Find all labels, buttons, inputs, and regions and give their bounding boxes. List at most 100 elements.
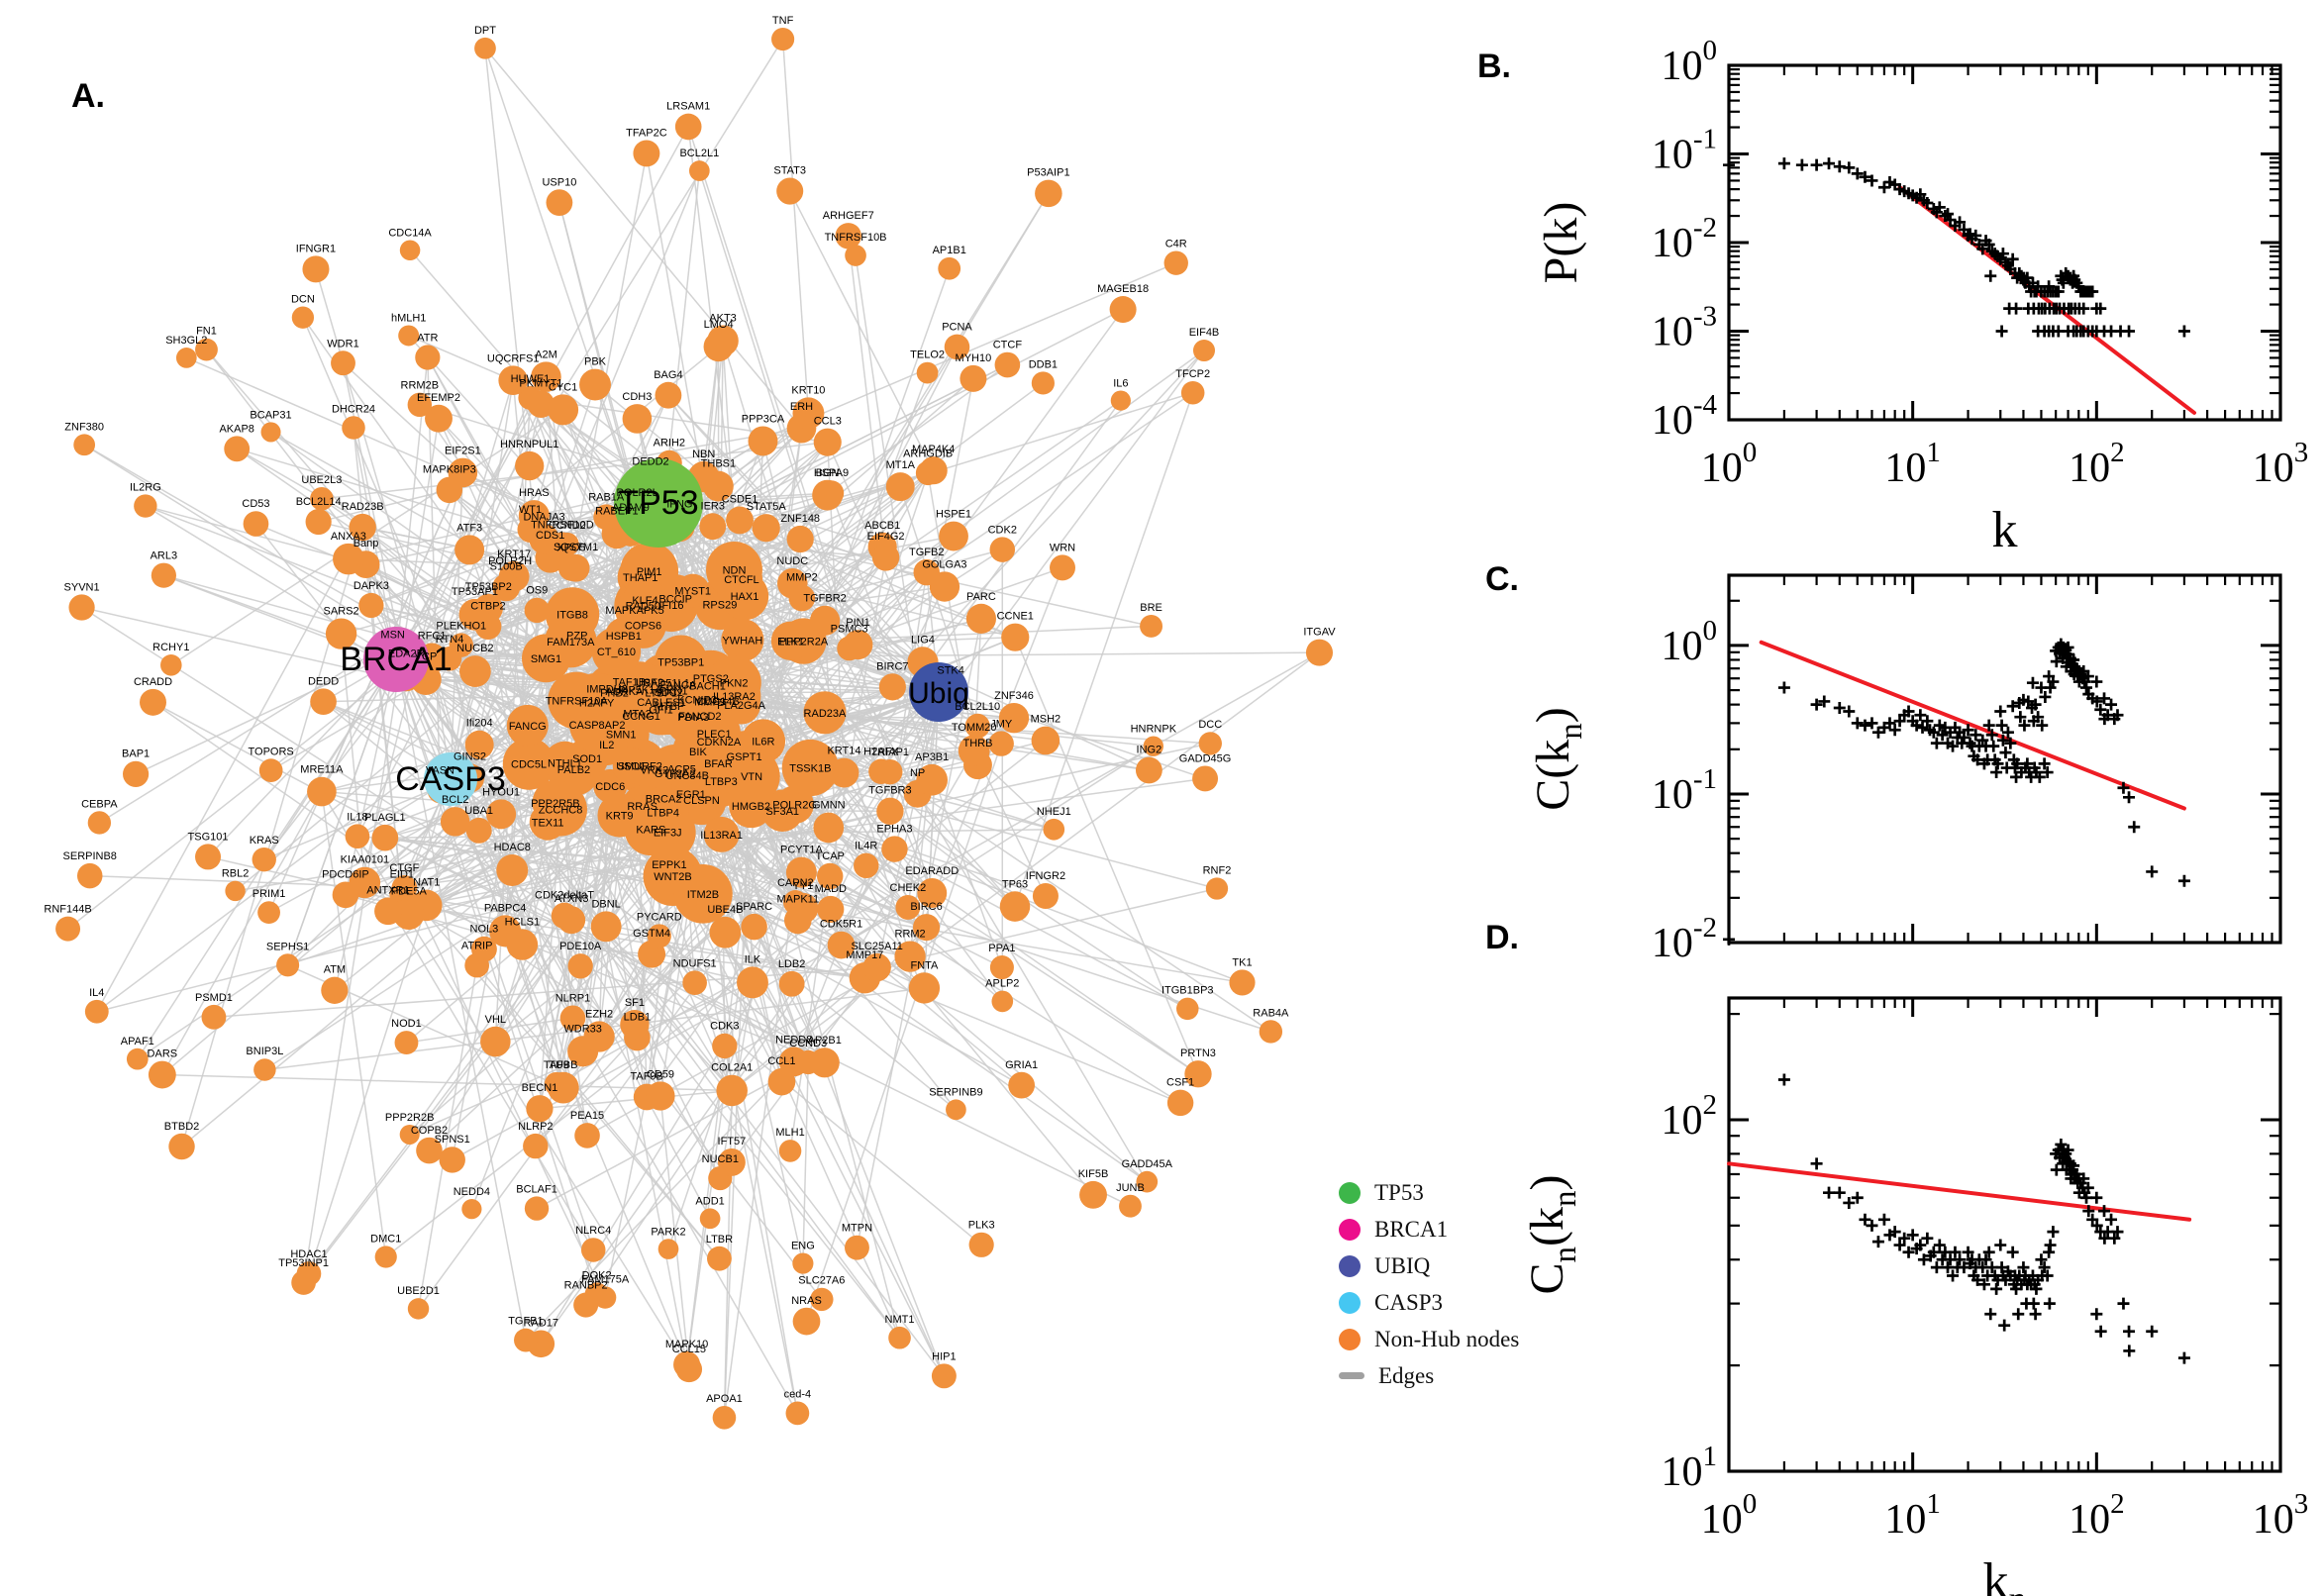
- svg-text:MLH1: MLH1: [775, 1127, 804, 1139]
- svg-text:RANBP2: RANBP2: [564, 1280, 608, 1292]
- svg-text:PDE10A: PDE10A: [559, 941, 602, 952]
- svg-text:IL18: IL18: [347, 811, 367, 823]
- svg-text:CCNG1: CCNG1: [622, 711, 660, 723]
- svg-text:HUWE1: HUWE1: [511, 373, 551, 385]
- svg-text:SF3A1: SF3A1: [765, 806, 799, 818]
- svg-text:KCNIP3: KCNIP3: [677, 695, 717, 707]
- svg-text:TGFB2: TGFB2: [909, 547, 944, 558]
- svg-text:MAP4K4: MAP4K4: [912, 444, 955, 455]
- svg-text:LDB2: LDB2: [778, 958, 806, 970]
- tick-label: 10-2: [1652, 212, 1717, 266]
- tick-label: 102: [2069, 437, 2125, 491]
- svg-text:CDS1: CDS1: [536, 530, 564, 542]
- svg-text:FN1: FN1: [196, 326, 217, 338]
- svg-text:WRN: WRN: [1050, 542, 1075, 553]
- svg-text:ACP5: ACP5: [667, 763, 696, 775]
- svg-text:FANCD2: FANCD2: [678, 711, 721, 723]
- legend-label: Non-Hub nodes: [1374, 1326, 1520, 1351]
- svg-text:IL6R: IL6R: [752, 737, 774, 748]
- svg-text:UNC84B: UNC84B: [666, 770, 709, 782]
- data-points: [1723, 638, 2190, 946]
- svg-text:AP1B1: AP1B1: [933, 245, 966, 256]
- svg-text:CDK5R1: CDK5R1: [820, 919, 862, 931]
- svg-text:TCAP: TCAP: [816, 850, 845, 862]
- svg-text:FNTA: FNTA: [910, 959, 939, 971]
- svg-text:PYCARD: PYCARD: [637, 911, 682, 923]
- svg-text:TAF9B: TAF9B: [630, 1071, 662, 1083]
- svg-text:ITGB1BP3: ITGB1BP3: [1162, 985, 1214, 997]
- svg-text:SLC25A11: SLC25A11: [851, 941, 902, 952]
- svg-text:BCLAF1: BCLAF1: [516, 1183, 557, 1195]
- tick-label: 10-4: [1652, 389, 1718, 444]
- svg-text:MTPN: MTPN: [842, 1223, 872, 1235]
- fit-line: [1897, 185, 2197, 415]
- svg-text:THRB: THRB: [962, 738, 992, 749]
- svg-text:BCL2L10: BCL2L10: [955, 701, 1000, 713]
- svg-text:TGFB1: TGFB1: [508, 1316, 543, 1328]
- svg-text:RAD23A: RAD23A: [804, 708, 847, 720]
- legend-label: TP53: [1374, 1179, 1424, 1205]
- edge-swatch-icon: [1339, 1372, 1364, 1379]
- legend-label: BRCA1: [1374, 1216, 1449, 1242]
- svg-text:BCL2L14: BCL2L14: [296, 496, 342, 508]
- svg-text:P53AIP1: P53AIP1: [1027, 167, 1069, 179]
- svg-text:WDR33: WDR33: [563, 1023, 602, 1035]
- axis-label: Cn(kn): [1521, 1175, 1583, 1295]
- svg-text:APAF1: APAF1: [121, 1036, 154, 1047]
- svg-text:ERH: ERH: [790, 401, 813, 413]
- svg-text:RAB4A: RAB4A: [1253, 1007, 1289, 1019]
- svg-text:KRT9: KRT9: [606, 810, 634, 822]
- svg-text:ELK1: ELK1: [777, 636, 804, 648]
- svg-text:WDR1: WDR1: [327, 338, 358, 349]
- svg-text:PPP2R2A: PPP2R2A: [779, 637, 829, 648]
- svg-text:PCNA: PCNA: [942, 322, 972, 334]
- axis-label: kn: [1983, 1553, 2027, 1596]
- legend-item-brca1: BRCA1: [1339, 1211, 1519, 1247]
- svg-text:RAD50: RAD50: [626, 601, 660, 613]
- svg-text:THBS1: THBS1: [701, 458, 736, 470]
- svg-text:MMP2: MMP2: [786, 572, 818, 584]
- svg-text:ING2: ING2: [1137, 745, 1162, 756]
- svg-text:BCAP31: BCAP31: [250, 409, 291, 421]
- svg-text:MRE11A: MRE11A: [300, 764, 344, 776]
- svg-text:EGR1: EGR1: [676, 789, 706, 801]
- svg-text:CASP8AP2: CASP8AP2: [569, 720, 626, 732]
- svg-text:BRCA2: BRCA2: [646, 793, 682, 805]
- svg-text:FAM173A: FAM173A: [547, 637, 595, 648]
- legend-item-ubiq: UBIQ: [1339, 1247, 1519, 1284]
- svg-text:RRM2: RRM2: [895, 928, 926, 940]
- svg-text:EDARADD: EDARADD: [905, 865, 959, 877]
- svg-text:SLC27A6: SLC27A6: [798, 1275, 845, 1287]
- svg-text:ATR: ATR: [417, 332, 438, 344]
- svg-text:JUNB: JUNB: [1116, 1182, 1145, 1194]
- svg-text:BFAR: BFAR: [704, 758, 733, 770]
- svg-text:KIAA0101: KIAA0101: [341, 854, 390, 866]
- tick-label: 101: [1662, 1441, 1718, 1495]
- svg-text:IFNGR2: IFNGR2: [1026, 870, 1065, 882]
- svg-text:BGN: BGN: [816, 467, 840, 479]
- svg-text:MTA2: MTA2: [623, 708, 652, 720]
- svg-text:GSPT1: GSPT1: [727, 751, 762, 763]
- svg-text:NUCB2: NUCB2: [456, 643, 493, 654]
- svg-text:PARK2: PARK2: [651, 1226, 685, 1238]
- svg-text:SMURF2: SMURF2: [618, 761, 662, 773]
- svg-text:HSPA9: HSPA9: [814, 467, 849, 479]
- svg-text:DCC: DCC: [1198, 719, 1222, 731]
- svg-text:H2AFX: H2AFX: [863, 747, 899, 758]
- svg-text:TNF: TNF: [772, 15, 794, 27]
- svg-text:PKN1: PKN1: [659, 685, 688, 697]
- svg-text:SOD1: SOD1: [572, 753, 602, 765]
- svg-text:CSDE1: CSDE1: [722, 494, 758, 506]
- svg-text:CDC6: CDC6: [595, 781, 625, 793]
- svg-text:BIRC7: BIRC7: [876, 660, 908, 672]
- svg-text:HIP1: HIP1: [932, 1350, 956, 1362]
- tick-label: 102: [2069, 1488, 2125, 1543]
- svg-text:SDC2: SDC2: [654, 687, 682, 699]
- axis-ticks: [1727, 63, 2282, 422]
- svg-text:RFC1: RFC1: [418, 631, 447, 643]
- svg-text:NUCB1: NUCB1: [702, 1153, 739, 1165]
- svg-text:NOL3: NOL3: [470, 924, 499, 936]
- svg-text:SMG1: SMG1: [531, 653, 561, 665]
- svg-text:POLR2H: POLR2H: [488, 555, 532, 567]
- svg-text:CDK2: CDK2: [988, 524, 1017, 536]
